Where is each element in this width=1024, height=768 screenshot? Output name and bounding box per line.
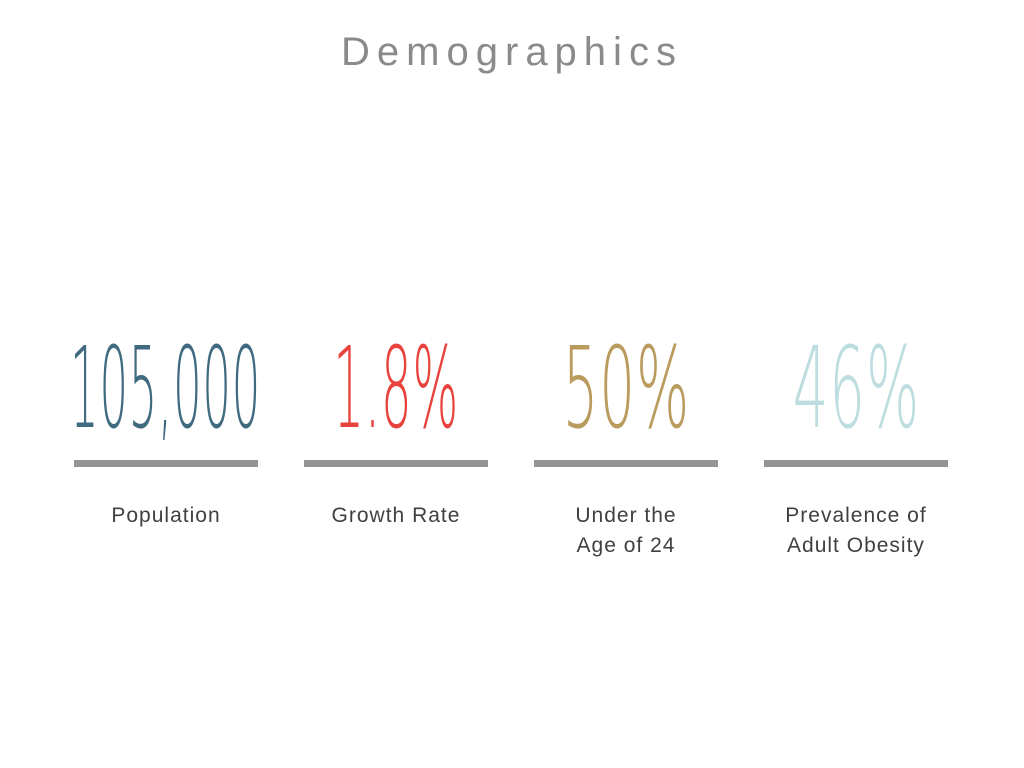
stat-value-wrap: 50% (534, 324, 718, 455)
stats-row: 105,000 Population 1.8% Growth Rate 50% … (71, 324, 948, 561)
stat-value-wrap: 46% (764, 324, 948, 455)
stat-under-24: 50% Under the Age of 24 (534, 324, 718, 561)
stat-growth-rate: 1.8% Growth Rate (304, 324, 488, 561)
page-title: Demographics (341, 30, 683, 74)
stat-value-wrap: 105,000 (71, 333, 261, 445)
stat-value-growth-rate: 1.8% (333, 324, 459, 455)
stat-divider (74, 460, 258, 467)
stat-divider (304, 460, 488, 467)
stat-label-growth-rate: Growth Rate (331, 504, 461, 527)
stat-value-under-24: 50% (562, 324, 690, 455)
stat-divider (534, 460, 718, 467)
stat-divider (764, 460, 948, 467)
stat-adult-obesity: 46% Prevalence of Adult Obesity (764, 324, 948, 561)
stat-label-population: Population (111, 504, 221, 527)
stat-population: 105,000 Population (71, 333, 261, 561)
stat-value-population: 105,000 (70, 324, 262, 455)
stat-value-wrap: 1.8% (304, 324, 488, 455)
stat-value-adult-obesity: 46% (792, 324, 920, 455)
stat-label-under-24: Under the Age of 24 (575, 504, 677, 557)
stat-label-adult-obesity: Prevalence of Adult Obesity (785, 504, 927, 557)
